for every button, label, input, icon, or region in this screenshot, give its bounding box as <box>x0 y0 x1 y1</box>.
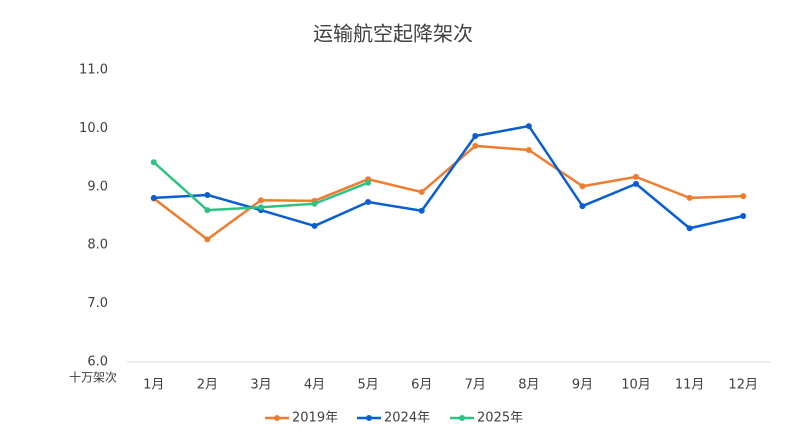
data-point <box>686 225 693 232</box>
data-point <box>365 198 372 205</box>
data-point <box>472 132 479 139</box>
data-point <box>204 207 211 214</box>
series-line <box>153 144 744 241</box>
data-point <box>579 203 586 210</box>
legend-marker <box>274 415 280 421</box>
y-tick-label: 8.0 <box>87 238 108 253</box>
x-tick-label: 7月 <box>465 378 486 393</box>
data-point <box>365 179 372 186</box>
y-tick-label: 11.0 <box>79 63 108 78</box>
data-point <box>740 213 747 219</box>
x-tick-label: 11月 <box>675 378 705 393</box>
x-tick-label: 9月 <box>572 378 593 393</box>
data-point <box>150 194 157 201</box>
x-tick-label: 4月 <box>304 378 325 393</box>
legend-marker <box>366 415 372 421</box>
data-point <box>472 142 479 149</box>
data-point <box>525 123 532 130</box>
chart-title: 运输航空起降架次 <box>313 22 473 46</box>
x-tick-label: 2月 <box>197 378 218 393</box>
data-point <box>633 173 640 180</box>
data-point <box>204 236 211 243</box>
data-point <box>204 191 211 198</box>
legend-label: 2025年 <box>477 411 523 426</box>
data-point <box>257 197 264 204</box>
data-point <box>525 147 532 154</box>
x-tick-label: 6月 <box>411 378 432 393</box>
legend-marker <box>459 415 465 421</box>
data-point <box>686 194 693 201</box>
y-tick-label: 10.0 <box>79 121 108 136</box>
data-point <box>633 180 640 187</box>
data-point <box>579 183 586 190</box>
x-tick-label: 12月 <box>728 378 758 393</box>
x-tick-label: 3月 <box>250 378 271 393</box>
y-tick-label: 6.0 <box>87 355 108 370</box>
legend-label: 2019年 <box>292 411 338 426</box>
x-tick-label: 8月 <box>518 378 539 393</box>
y-unit: 十万架次 <box>69 371 117 385</box>
y-tick-label: 9.0 <box>87 179 108 194</box>
y-tick-label: 7.0 <box>87 296 108 311</box>
data-point <box>311 222 318 229</box>
data-point <box>418 189 425 196</box>
legend-label: 2024年 <box>384 411 430 426</box>
data-point <box>150 159 157 166</box>
x-tick-label: 1月 <box>143 378 164 393</box>
data-point <box>311 200 318 207</box>
data-point <box>418 207 425 214</box>
x-tick-label: 10月 <box>621 378 651 393</box>
data-point <box>257 204 264 211</box>
x-tick-label: 5月 <box>357 378 378 393</box>
data-point <box>740 193 747 200</box>
